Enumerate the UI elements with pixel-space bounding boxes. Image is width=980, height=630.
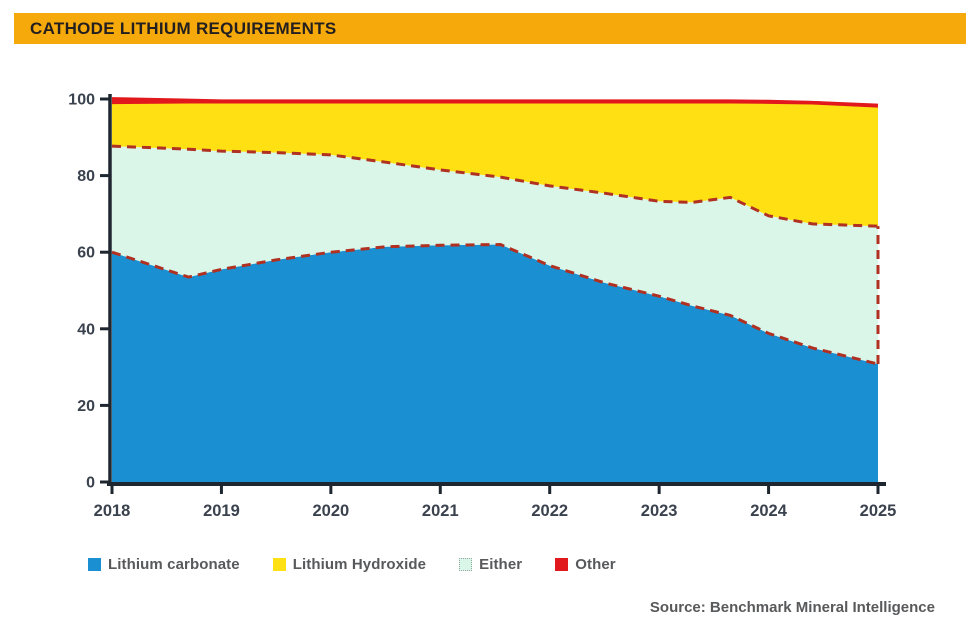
svg-text:2023: 2023 (641, 502, 678, 520)
svg-text:2019: 2019 (203, 502, 240, 520)
lithium-hydroxide-swatch-icon (272, 558, 286, 571)
legend-item-either: Either (459, 556, 522, 573)
page-title: CATHODE LITHIUM REQUIREMENTS (30, 18, 337, 38)
legend-label: Lithium carbonate (108, 556, 240, 573)
legend-label: Other (575, 556, 616, 573)
svg-text:0: 0 (86, 475, 95, 492)
svg-text:80: 80 (77, 168, 95, 185)
chart-area: 0 20 40 60 80 100 2018 2019 2020 2021 2022 2023 2024… (0, 46, 980, 546)
other-swatch-icon (555, 558, 569, 571)
svg-text:2024: 2024 (750, 502, 788, 520)
title-bar: CATHODE LITHIUM REQUIREMENTS (14, 13, 966, 44)
svg-text:2018: 2018 (94, 502, 131, 520)
legend-label: Either (479, 556, 523, 573)
either-swatch-icon (459, 558, 473, 571)
legend-item-lithium-hydroxide: Lithium Hydroxide (272, 556, 427, 573)
svg-text:60: 60 (77, 245, 95, 262)
legend-label: Lithium Hydroxide (292, 556, 427, 573)
svg-text:2020: 2020 (312, 502, 349, 520)
svg-text:2022: 2022 (531, 502, 568, 520)
stacked-area-chart: 0 20 40 60 80 100 2018 2019 2020 2021 2022 2023 2024… (68, 92, 897, 521)
svg-text:40: 40 (77, 321, 95, 338)
svg-text:2021: 2021 (422, 502, 459, 520)
legend-item-other: Other (555, 556, 616, 573)
svg-text:2025: 2025 (860, 502, 897, 520)
svg-text:100: 100 (68, 92, 95, 109)
chart-legend: Lithium carbonate Lithium Hydroxide Eith… (88, 556, 616, 573)
lithium-carbonate-swatch-icon (88, 558, 101, 571)
legend-item-lithium-carbonate: Lithium carbonate (88, 556, 240, 573)
svg-text:20: 20 (77, 398, 95, 415)
source-note: Source: Benchmark Mineral Intelligence (649, 599, 935, 616)
